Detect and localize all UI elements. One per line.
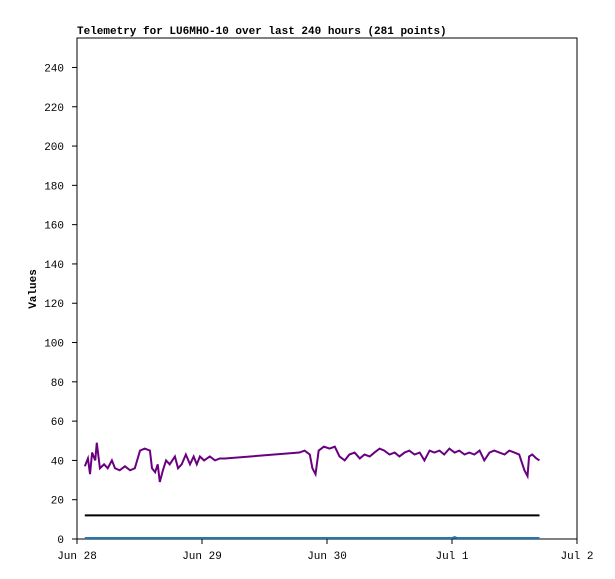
y-tick-label: 0 <box>57 535 64 547</box>
x-tick-label: Jul 1 <box>435 551 468 563</box>
y-tick-label: 240 <box>44 63 64 75</box>
y-tick-label: 80 <box>51 378 64 390</box>
x-tick-label: Jun 30 <box>307 551 347 563</box>
y-axis-label: Values <box>28 269 40 309</box>
x-tick-label: Jun 29 <box>182 551 222 563</box>
y-tick-label: 220 <box>44 103 64 115</box>
x-tick-label: Jun 28 <box>57 551 97 563</box>
y-tick-label: 60 <box>51 417 64 429</box>
y-tick-label: 140 <box>44 260 64 272</box>
series-line <box>84 535 540 540</box>
y-tick-label: 20 <box>51 496 64 508</box>
x-tick-label: Jul 2 <box>560 551 593 563</box>
y-tick-label: 160 <box>44 221 64 233</box>
chart-title: Telemetry for LU6MHO-10 over last 240 ho… <box>77 26 447 38</box>
y-tick-label: 200 <box>44 142 64 154</box>
y-tick-label: 40 <box>51 456 64 468</box>
y-tick-label: 180 <box>44 181 64 193</box>
y-tick-label: 100 <box>44 339 64 351</box>
y-tick-label: 120 <box>44 299 64 311</box>
series-line <box>83 442 541 483</box>
